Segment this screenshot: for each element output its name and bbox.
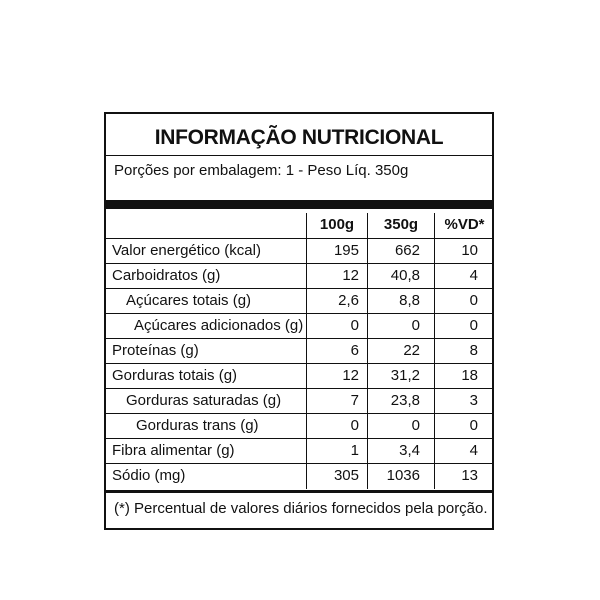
nutrient-value: 13 <box>434 464 494 489</box>
nutrient-name: Sódio (mg) <box>112 467 186 484</box>
nutrition-label: INFORMAÇÃO NUTRICIONAL Porções por embal… <box>104 112 494 530</box>
nutrient-value: 6 <box>306 339 367 364</box>
nutrient-value: 31,2 <box>367 364 434 389</box>
table-row: Proteínas (g) 6 22 8 <box>106 338 494 364</box>
nutrient-value: 4 <box>434 264 494 289</box>
table-row: Gorduras saturadas (g) 7 23,8 3 <box>106 388 494 414</box>
nutrient-name: Gorduras trans (g) <box>136 417 259 434</box>
table-row: Gorduras trans (g) 0 0 0 <box>106 413 494 439</box>
nutrient-value: 8 <box>434 339 494 364</box>
table-row: Valor energético (kcal) 195 662 10 <box>106 238 494 264</box>
nutrient-value: 1 <box>306 439 367 464</box>
nutrient-value: 0 <box>306 414 367 439</box>
nutrient-name: Gorduras totais (g) <box>112 367 238 384</box>
nutrient-value: 23,8 <box>367 389 434 414</box>
nutrient-name: Carboidratos (g) <box>112 267 221 284</box>
nutrient-value: 0 <box>306 314 367 339</box>
table-row: Sódio (mg) 305 1036 13 <box>106 463 494 489</box>
nutrient-name: Açúcares totais (g) <box>126 292 252 309</box>
table-row: Açúcares adicionados (g) 0 0 0 <box>106 313 494 339</box>
nutrient-value: 18 <box>434 364 494 389</box>
nutrient-value: 4 <box>434 439 494 464</box>
nutrient-name: Fibra alimentar (g) <box>112 442 235 459</box>
rule <box>106 155 492 156</box>
nutrient-name: Valor energético (kcal) <box>112 242 261 259</box>
nutrient-value: 7 <box>306 389 367 414</box>
column-header: 100g <box>306 213 367 238</box>
column-header: %VD* <box>434 213 494 238</box>
nutrient-value: 1036 <box>367 464 434 489</box>
nutrient-value: 195 <box>306 239 367 264</box>
nutrient-value: 3 <box>434 389 494 414</box>
nutrient-value: 0 <box>367 314 434 339</box>
table-row: Açúcares totais (g) 2,6 8,8 0 <box>106 288 494 314</box>
nutrient-value: 3,4 <box>367 439 434 464</box>
serving-info: Porções por embalagem: 1 - Peso Líq. 350… <box>114 162 409 179</box>
column-header: 350g <box>367 213 434 238</box>
nutrient-value: 12 <box>306 364 367 389</box>
nutrient-value: 2,6 <box>306 289 367 314</box>
nutrient-value: 0 <box>434 289 494 314</box>
nutrient-name: Açúcares adicionados (g) <box>134 317 304 334</box>
nutrient-value: 8,8 <box>367 289 434 314</box>
nutrient-value: 0 <box>434 414 494 439</box>
nutrient-value: 305 <box>306 464 367 489</box>
nutrient-value: 40,8 <box>367 264 434 289</box>
footnote: (*) Percentual de valores diários fornec… <box>114 500 488 517</box>
column-header <box>112 213 304 238</box>
thick-rule <box>106 490 492 493</box>
nutrient-name: Proteínas (g) <box>112 342 199 359</box>
table-row: Carboidratos (g) 12 40,8 4 <box>106 263 494 289</box>
table-row: Gorduras totais (g) 12 31,2 18 <box>106 363 494 389</box>
nutrient-value: 0 <box>367 414 434 439</box>
title: INFORMAÇÃO NUTRICIONAL <box>154 126 444 149</box>
nutrient-value: 662 <box>367 239 434 264</box>
thick-rule <box>106 200 492 209</box>
nutrient-value: 10 <box>434 239 494 264</box>
table-row: Fibra alimentar (g) 1 3,4 4 <box>106 438 494 464</box>
nutrient-name: Gorduras saturadas (g) <box>126 392 282 409</box>
header-row: 100g 350g %VD* <box>106 213 492 238</box>
nutrient-value: 22 <box>367 339 434 364</box>
nutrient-value: 0 <box>434 314 494 339</box>
nutrient-value: 12 <box>306 264 367 289</box>
